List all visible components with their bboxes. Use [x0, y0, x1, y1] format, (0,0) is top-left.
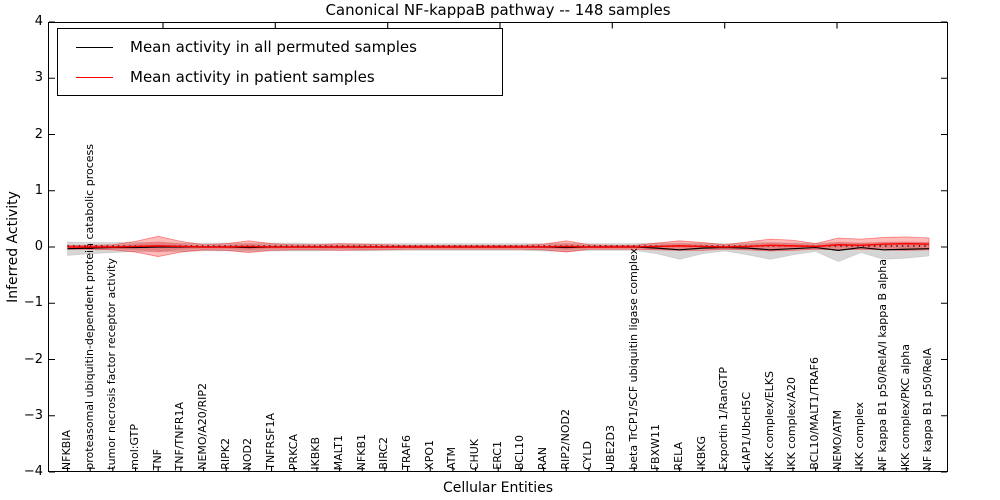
patient-mean-line: [67, 242, 930, 248]
y-tick-label: −3: [23, 407, 43, 423]
y-tick-label: −1: [23, 295, 43, 311]
patient-line-swatch: [76, 76, 113, 78]
legend-label-permuted: Mean activity in all permuted samples: [130, 38, 417, 56]
y-tick-label: 3: [34, 70, 43, 86]
legend-box: Mean activity in all permuted samples Me…: [57, 28, 503, 96]
y-tick-label: 0: [34, 239, 43, 254]
permuted-line-swatch: [76, 46, 113, 48]
chart-title: Canonical NF-kappaB pathway -- 148 sampl…: [325, 1, 671, 19]
y-tick-label: 1: [34, 182, 43, 198]
x-axis-label: Cellular Entities: [442, 480, 554, 496]
y-tick-label: −4: [23, 464, 43, 479]
y-tick-label: −2: [23, 351, 43, 367]
legend-label-patient: Mean activity in patient samples: [130, 68, 375, 86]
y-tick-label: 2: [34, 126, 43, 142]
legend-item-permuted: Mean activity in all permuted samples: [68, 33, 492, 61]
y-tick-label: 4: [34, 14, 43, 29]
legend-item-patient: Mean activity in patient samples: [68, 63, 492, 91]
